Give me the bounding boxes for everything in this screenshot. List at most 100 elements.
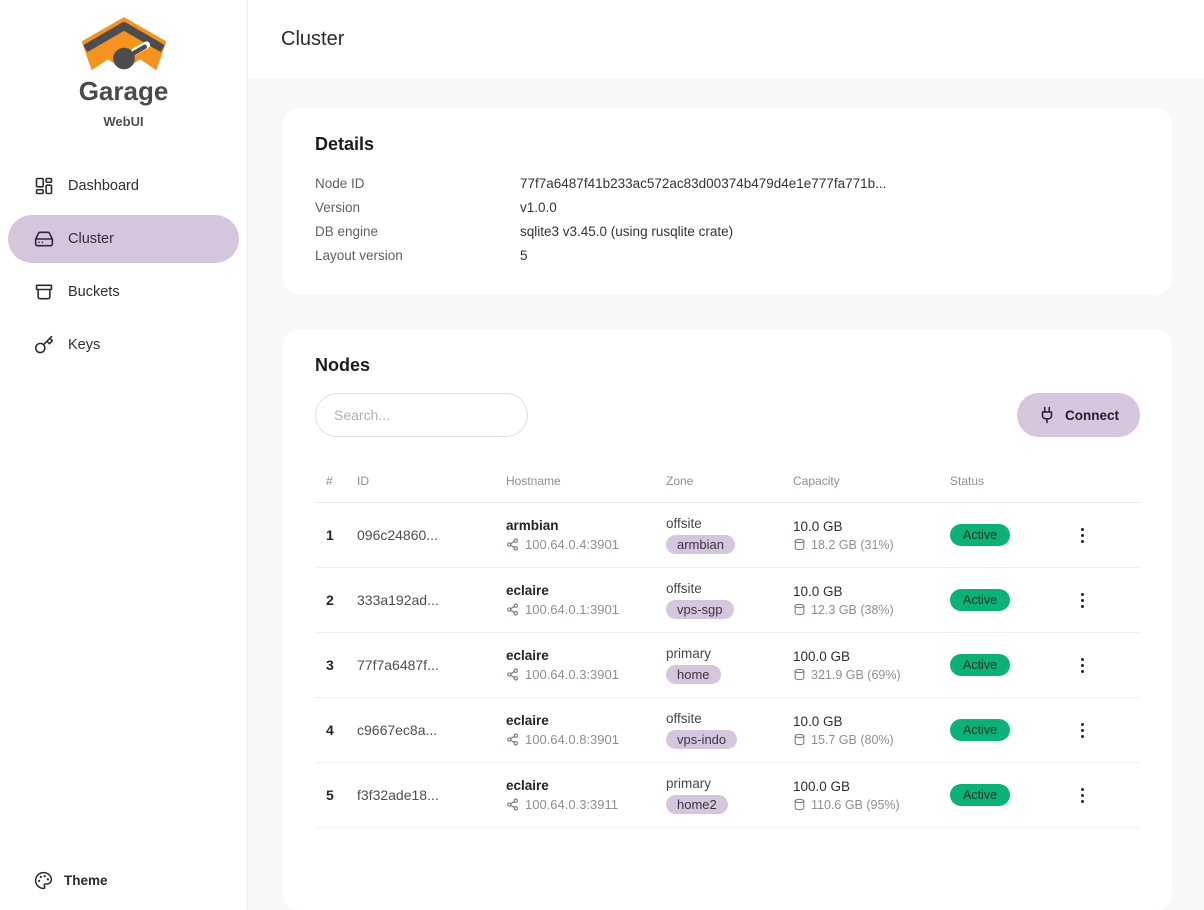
node-address-text: 100.64.0.1:3901 <box>525 602 619 617</box>
node-id: 333a192ad... <box>357 592 439 608</box>
col-header-status: Status <box>950 473 985 488</box>
content: Details Node ID 77f7a6487f41b233ac572ac8… <box>248 78 1204 910</box>
node-zone-badge: home2 <box>666 795 728 814</box>
node-zone: offsite <box>666 516 702 531</box>
search-input[interactable] <box>315 393 528 437</box>
node-zone: offsite <box>666 581 702 596</box>
table-row: 3 77f7a6487f... eclaire 100.64.0.3:3901 … <box>315 633 1140 698</box>
sidebar-item-keys[interactable]: Keys <box>8 321 239 369</box>
sidebar-item-dashboard[interactable]: Dashboard <box>8 162 239 210</box>
node-hostname-cell: eclaire 100.64.0.1:3901 <box>506 583 666 617</box>
node-hostname: eclaire <box>506 648 549 663</box>
details-title: Details <box>315 134 375 154</box>
plug-icon <box>1041 406 1053 424</box>
col-header-hostname: Hostname <box>506 473 561 488</box>
share-icon <box>507 798 518 811</box>
node-zone-badge: vps-indo <box>666 730 738 749</box>
node-address-text: 100.64.0.8:3901 <box>525 732 619 747</box>
node-zone-badge: vps-sgp <box>666 600 734 619</box>
node-zone-badge: armbian <box>666 535 735 554</box>
node-capacity: 10.0 GB <box>793 518 843 534</box>
main-area: Cluster Details Node ID 77f7a6487f41b233… <box>248 0 1204 910</box>
node-usage: 321.9 GB (69%) <box>793 668 950 682</box>
detail-row-node-id: Node ID 77f7a6487f41b233ac572ac83d00374b… <box>315 172 1140 196</box>
col-header-id: ID <box>357 473 369 488</box>
node-hostname: eclaire <box>506 778 549 793</box>
node-actions-cell <box>1063 587 1140 614</box>
row-menu-button[interactable] <box>1075 587 1090 614</box>
connect-button[interactable]: Connect <box>1017 393 1140 437</box>
node-index: 3 <box>326 657 334 673</box>
node-hostname-cell: eclaire 100.64.0.8:3901 <box>506 713 666 747</box>
node-index: 4 <box>326 722 334 738</box>
node-address: 100.64.0.4:3901 <box>506 537 666 552</box>
detail-label: Version <box>315 200 361 215</box>
node-actions-cell <box>1063 782 1140 809</box>
sidebar-item-label: Buckets <box>68 284 120 300</box>
node-id: 096c24860... <box>357 527 438 543</box>
keys-icon <box>34 335 54 355</box>
row-menu-button[interactable] <box>1075 782 1090 809</box>
nodes-title: Nodes <box>315 355 371 375</box>
node-capacity: 100.0 GB <box>793 778 851 794</box>
share-icon <box>507 538 518 551</box>
node-usage-text: 110.6 GB (95%) <box>811 797 900 812</box>
node-hostname-cell: eclaire 100.64.0.3:3911 <box>506 778 666 812</box>
node-status-cell: Active <box>950 589 1063 611</box>
node-capacity: 10.0 GB <box>793 583 843 599</box>
detail-label: DB engine <box>315 224 379 239</box>
topbar: Cluster <box>248 0 1204 78</box>
node-hostname-cell: eclaire 100.64.0.3:3901 <box>506 648 666 682</box>
node-index: 1 <box>326 527 334 543</box>
share-icon <box>507 603 518 616</box>
node-address-text: 100.64.0.3:3901 <box>525 667 619 682</box>
sidebar: Garage WebUI Dashboard Cluster Buckets <box>0 0 248 910</box>
node-capacity-cell: 10.0 GB 15.7 GB (80%) <box>793 714 950 747</box>
node-usage-text: 321.9 GB (69%) <box>811 667 901 682</box>
theme-button[interactable]: Theme <box>34 871 108 890</box>
row-menu-button[interactable] <box>1075 522 1090 549</box>
detail-row-layout-version: Layout version 5 <box>315 244 1140 268</box>
sidebar-item-label: Cluster <box>68 231 114 247</box>
dashboard-icon <box>34 176 54 196</box>
sidebar-item-label: Dashboard <box>68 178 139 194</box>
node-address: 100.64.0.3:3901 <box>506 667 666 682</box>
node-usage: 12.3 GB (38%) <box>793 603 950 617</box>
node-usage: 15.7 GB (80%) <box>793 733 950 747</box>
node-zone-cell: offsite vps-sgp <box>666 581 793 619</box>
detail-row-db-engine: DB engine sqlite3 v3.45.0 (using rusqlit… <box>315 220 1140 244</box>
logo-block: Garage WebUI <box>0 0 247 129</box>
table-row: 2 333a192ad... eclaire 100.64.0.1:3901 o… <box>315 568 1140 633</box>
node-usage: 110.6 GB (95%) <box>793 798 950 812</box>
detail-row-version: Version v1.0.0 <box>315 196 1140 220</box>
sidebar-item-cluster[interactable]: Cluster <box>8 215 239 263</box>
row-menu-button[interactable] <box>1075 652 1090 679</box>
nodes-table: # ID Hostname Zone Capacity Status 1 096… <box>315 459 1140 828</box>
row-menu-button[interactable] <box>1075 717 1090 744</box>
node-index: 5 <box>326 787 334 803</box>
status-badge: Active <box>950 654 1011 676</box>
node-status-cell: Active <box>950 524 1063 546</box>
detail-label: Layout version <box>315 248 403 263</box>
palette-icon <box>34 871 53 890</box>
node-capacity: 10.0 GB <box>793 713 843 729</box>
node-zone-cell: offsite vps-indo <box>666 711 793 749</box>
node-zone-badge: home <box>666 665 721 684</box>
theme-label: Theme <box>64 873 108 888</box>
node-zone: primary <box>666 776 712 791</box>
sidebar-item-buckets[interactable]: Buckets <box>8 268 239 316</box>
detail-value: v1.0.0 <box>520 200 557 215</box>
table-row: 5 f3f32ade18... eclaire 100.64.0.3:3911 … <box>315 763 1140 828</box>
node-actions-cell <box>1063 522 1140 549</box>
node-address: 100.64.0.3:3911 <box>506 797 666 812</box>
node-actions-cell <box>1063 717 1140 744</box>
node-zone-cell: primary home <box>666 646 793 684</box>
storage-icon <box>794 603 805 616</box>
node-status-cell: Active <box>950 719 1063 741</box>
table-row: 4 c9667ec8a... eclaire 100.64.0.8:3901 o… <box>315 698 1140 763</box>
node-index: 2 <box>326 592 334 608</box>
node-zone-cell: offsite armbian <box>666 516 793 554</box>
node-address: 100.64.0.1:3901 <box>506 602 666 617</box>
col-header-zone: Zone <box>666 473 694 488</box>
col-header-num: # <box>326 473 333 488</box>
